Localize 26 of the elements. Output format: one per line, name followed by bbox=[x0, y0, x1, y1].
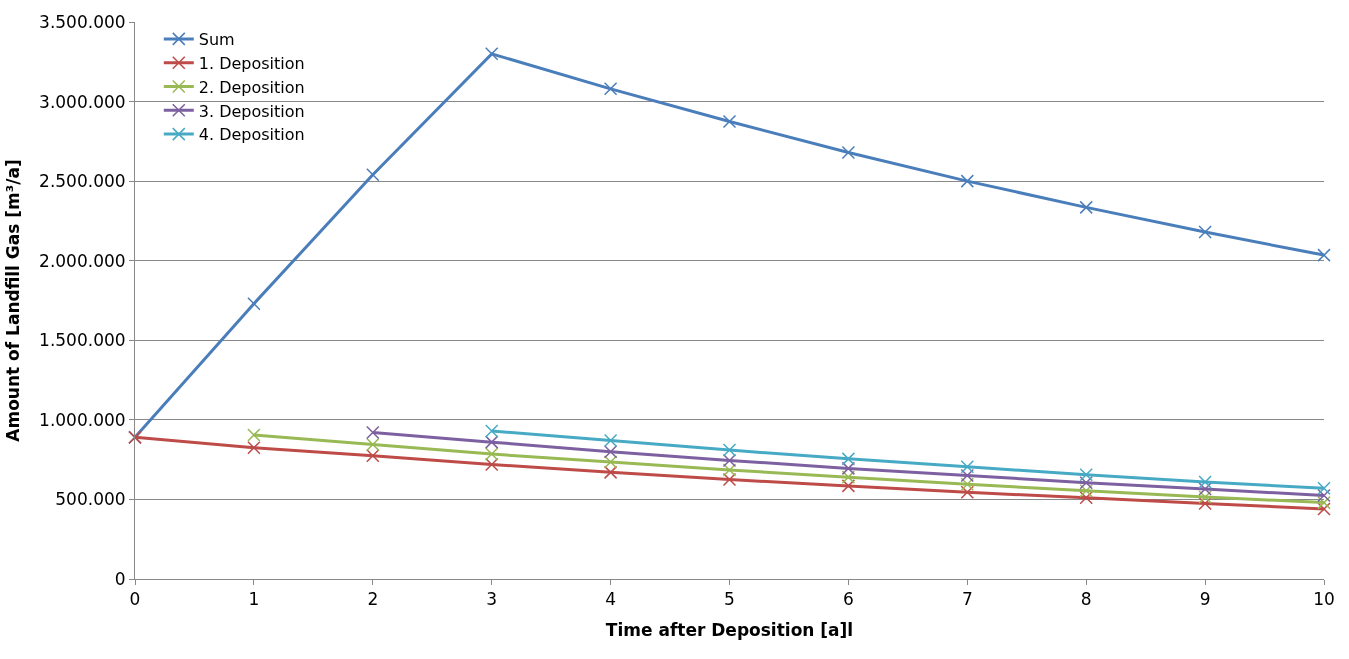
legend-label: Sum bbox=[198, 30, 235, 50]
y-tick-label: 500.000 bbox=[55, 489, 126, 510]
y-tick-label: 2.500.000 bbox=[39, 171, 126, 192]
x-tick-label: 6 bbox=[842, 589, 854, 610]
x-tick-label: 2 bbox=[367, 589, 379, 610]
x-tick-label: 9 bbox=[1199, 589, 1211, 610]
y-tick-label: 1.500.000 bbox=[39, 330, 126, 351]
x-tick-label: 5 bbox=[724, 589, 735, 610]
x-tick-label: 10 bbox=[1313, 589, 1335, 610]
legend-label: 2. Deposition bbox=[198, 77, 305, 97]
y-tick-label: 3.500.000 bbox=[39, 11, 126, 32]
y-axis-title: Amount of Landfill Gas [m³/a] bbox=[2, 159, 23, 442]
legend-label: 3. Deposition bbox=[198, 101, 305, 121]
legend-label: 4. Deposition bbox=[198, 125, 305, 145]
y-tick-label: 1.000.000 bbox=[39, 409, 126, 430]
legend-label: 1. Deposition bbox=[198, 53, 305, 73]
x-tick-label: 4 bbox=[605, 589, 617, 610]
x-tick-label: 3 bbox=[486, 589, 498, 610]
x-axis-title: Time after Deposition [a]l bbox=[605, 619, 854, 640]
y-tick-label: 3.000.000 bbox=[39, 91, 126, 112]
y-tick-label: 2.000.000 bbox=[39, 250, 126, 271]
x-tick-label: 8 bbox=[1080, 589, 1092, 610]
x-tick-label: 7 bbox=[961, 589, 973, 610]
x-tick-label: 0 bbox=[129, 589, 141, 610]
x-tick-label: 1 bbox=[248, 589, 260, 610]
y-tick-label: 0 bbox=[114, 568, 126, 589]
